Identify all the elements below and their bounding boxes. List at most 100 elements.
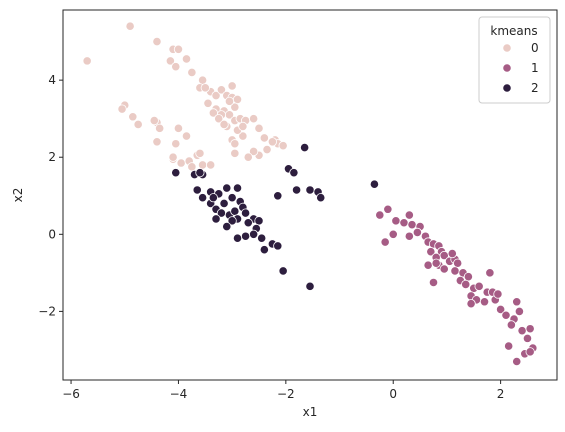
data-point-cluster-1: [404, 210, 414, 220]
data-point-cluster-0: [230, 139, 240, 149]
data-point-cluster-0: [267, 137, 278, 147]
data-point-cluster-0: [259, 133, 269, 143]
data-point-cluster-1: [493, 289, 503, 299]
x-axis-ticks: −6 −4 −2 0 2: [62, 380, 504, 401]
data-point-cluster-1: [412, 227, 422, 237]
data-point-cluster-1: [391, 216, 401, 226]
data-point-cluster-2: [192, 185, 202, 195]
y-tick-label: −2: [38, 304, 56, 318]
data-point-cluster-1: [517, 326, 527, 336]
data-point-cluster-0: [149, 116, 159, 126]
data-point-cluster-1: [461, 279, 471, 290]
data-point-cluster-2: [316, 193, 326, 203]
data-point-cluster-2: [198, 193, 208, 203]
data-point-cluster-1: [426, 247, 436, 257]
data-point-cluster-1: [501, 310, 511, 320]
data-point-cluster-0: [133, 119, 143, 130]
data-point-cluster-2: [273, 241, 283, 251]
data-point-cluster-1: [463, 272, 473, 282]
data-point-cluster-1: [512, 297, 522, 307]
data-point-cluster-0: [176, 158, 186, 168]
data-point-cluster-1: [525, 324, 535, 334]
legend-label-1: 1: [531, 61, 539, 75]
y-tick-label: 2: [48, 150, 56, 164]
data-point-cluster-2: [254, 216, 264, 226]
data-point-cluster-1: [428, 277, 439, 288]
data-point-cluster-0: [249, 114, 259, 124]
data-point-cluster-0: [216, 85, 226, 95]
data-point-cluster-0: [208, 108, 218, 118]
data-point-cluster-2: [219, 198, 229, 209]
data-point-cluster-0: [195, 148, 205, 158]
data-point-cluster-0: [198, 75, 208, 85]
data-point-cluster-0: [125, 21, 135, 31]
data-point-cluster-0: [214, 114, 224, 124]
legend-marker-0: [502, 43, 512, 53]
data-point-cluster-0: [230, 102, 240, 112]
data-point-cluster-2: [369, 179, 380, 189]
x-tick-label: −6: [62, 387, 80, 401]
x-axis-label: x1: [303, 405, 318, 419]
data-point-cluster-0: [200, 83, 210, 93]
y-axis-ticks: −2 0 2 4: [38, 73, 63, 318]
data-point-cluster-2: [232, 233, 243, 243]
data-point-cluster-1: [506, 320, 516, 330]
data-point-cluster-1: [512, 356, 522, 367]
data-point-cluster-1: [496, 304, 506, 315]
data-point-cluster-1: [450, 266, 460, 276]
data-point-cluster-1: [431, 258, 441, 268]
data-point-cluster-0: [128, 112, 138, 122]
y-tick-label: 0: [48, 227, 56, 241]
legend: kmeans 0 1 2: [478, 16, 551, 104]
data-point-cluster-0: [211, 90, 221, 101]
data-point-cluster-0: [181, 54, 192, 64]
x-tick-label: −2: [277, 387, 295, 401]
data-point-cluster-1: [399, 218, 409, 228]
data-point-cluster-2: [222, 222, 232, 232]
x-tick-label: 0: [389, 387, 397, 401]
data-point-cluster-1: [407, 220, 417, 230]
data-point-cluster-0: [198, 160, 208, 170]
data-point-cluster-0: [230, 148, 240, 158]
data-point-cluster-0: [238, 121, 248, 132]
data-point-cluster-2: [171, 168, 181, 178]
data-point-cluster-0: [181, 131, 192, 141]
data-point-cluster-2: [243, 218, 253, 228]
data-point-cluster-1: [453, 258, 463, 268]
data-point-cluster-2: [211, 214, 221, 224]
data-point-cluster-0: [187, 67, 197, 78]
data-point-cluster-0: [206, 160, 216, 170]
data-point-cluster-1: [375, 210, 385, 220]
data-point-cluster-1: [380, 237, 390, 247]
data-point-cluster-1: [474, 281, 484, 291]
legend-marker-2: [502, 83, 512, 93]
data-point-cluster-1: [485, 268, 495, 278]
data-point-cluster-0: [219, 119, 229, 130]
data-points: [82, 21, 538, 367]
data-point-cluster-2: [291, 185, 302, 195]
data-point-cluster-0: [173, 44, 184, 54]
data-point-cluster-0: [152, 36, 162, 47]
data-point-cluster-0: [152, 137, 162, 147]
data-point-cluster-0: [254, 123, 264, 133]
data-point-cluster-0: [171, 139, 181, 149]
legend-label-0: 0: [531, 41, 539, 55]
data-point-cluster-0: [262, 144, 272, 155]
data-point-cluster-0: [243, 152, 253, 162]
data-point-cluster-2: [227, 216, 237, 226]
data-point-cluster-1: [522, 333, 533, 343]
data-point-cluster-2: [227, 193, 237, 203]
data-point-cluster-1: [525, 347, 535, 357]
data-point-cluster-1: [439, 264, 449, 274]
data-point-cluster-1: [447, 248, 457, 259]
legend-title: kmeans: [490, 24, 537, 38]
data-point-cluster-0: [224, 96, 235, 106]
y-axis-label: x2: [11, 188, 25, 203]
x-tick-label: 2: [497, 387, 505, 401]
data-point-cluster-0: [232, 94, 243, 105]
data-point-cluster-0: [227, 81, 237, 91]
x-tick-label: −4: [170, 387, 188, 401]
data-point-cluster-1: [504, 341, 514, 351]
data-point-cluster-1: [466, 299, 476, 309]
